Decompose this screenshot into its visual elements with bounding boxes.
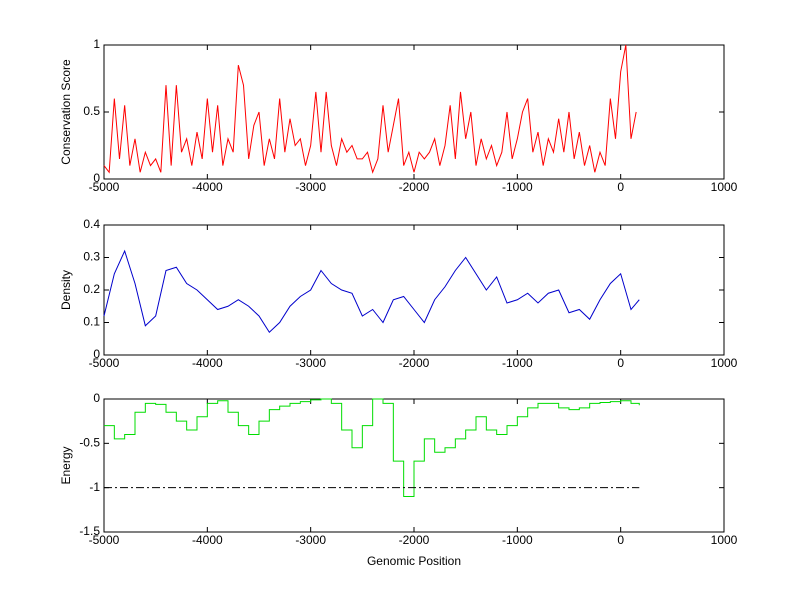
x-tick-label: 1000 [711, 533, 738, 547]
x-tick-label: -4000 [192, 356, 223, 370]
x-axis-label: Genomic Position [367, 554, 461, 568]
y-tick-label: -1 [89, 480, 100, 494]
y-tick-label: 1 [93, 37, 100, 51]
y-axis-label: Density [59, 270, 73, 310]
x-tick-label: -2000 [399, 180, 430, 194]
x-tick-label: -1000 [502, 180, 533, 194]
y-tick-label: 0 [93, 171, 100, 185]
x-tick-label: 0 [617, 533, 624, 547]
x-tick-label: -3000 [295, 533, 326, 547]
data-line [103, 249, 640, 334]
y-tick-label: 0.5 [83, 104, 100, 118]
x-tick-label: -2000 [399, 356, 430, 370]
y-tick-label: 0 [93, 391, 100, 405]
y-tick-label: 0.1 [83, 315, 100, 329]
y-tick-label: 0.2 [83, 282, 100, 296]
y-tick-label: -1.5 [79, 524, 100, 538]
y-tick-label: -0.5 [79, 436, 100, 450]
y-axis-label: Energy [59, 446, 73, 484]
x-tick-label: -4000 [192, 533, 223, 547]
y-tick-label: 0.3 [83, 250, 100, 264]
plot-area [103, 224, 725, 356]
x-tick-label: -2000 [399, 533, 430, 547]
data-line [104, 398, 640, 498]
x-tick-label: -5000 [89, 356, 120, 370]
y-tick-label: 0.4 [83, 217, 100, 231]
plot-area [103, 44, 725, 180]
x-tick-label: -1000 [502, 356, 533, 370]
data-line [103, 44, 637, 174]
x-tick-label: 1000 [711, 180, 738, 194]
x-tick-label: -4000 [192, 180, 223, 194]
x-tick-label: -5000 [89, 180, 120, 194]
x-tick-label: 1000 [711, 356, 738, 370]
x-tick-label: 0 [617, 356, 624, 370]
x-tick-label: -3000 [295, 356, 326, 370]
x-tick-label: 0 [617, 180, 624, 194]
x-tick-label: -3000 [295, 180, 326, 194]
x-tick-label: -1000 [502, 533, 533, 547]
x-tick-label: -5000 [89, 533, 120, 547]
y-axis-label: Conservation Score [59, 59, 73, 165]
y-tick-label: 0 [93, 347, 100, 361]
